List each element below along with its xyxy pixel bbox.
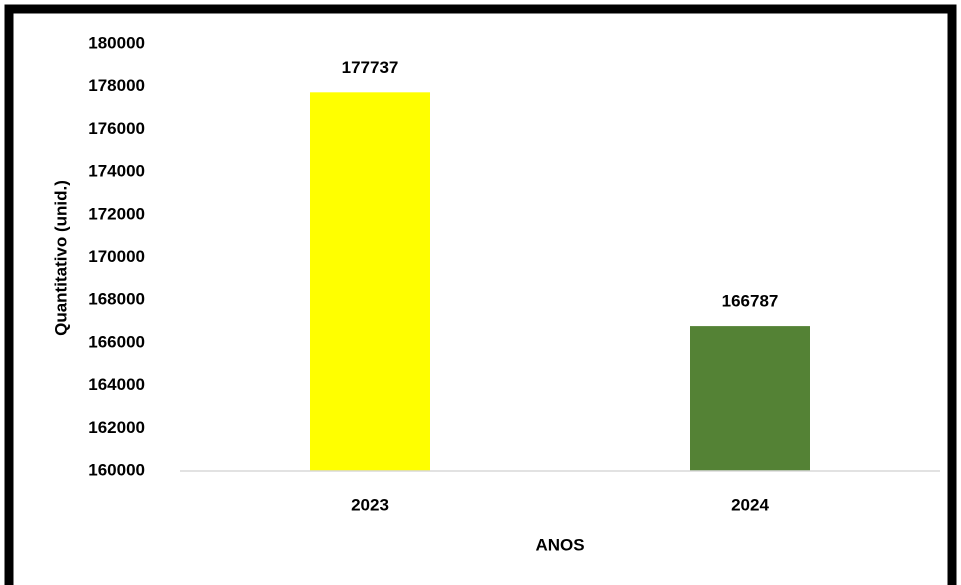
bar <box>310 92 430 471</box>
y-tick-label: 168000 <box>88 290 145 309</box>
y-tick-label: 172000 <box>88 204 145 223</box>
y-tick-label: 164000 <box>88 375 145 394</box>
y-tick-label: 180000 <box>88 33 145 52</box>
x-tick-label: 2023 <box>351 495 389 514</box>
x-tick-label: 2024 <box>731 495 769 514</box>
y-tick-label: 166000 <box>88 332 145 351</box>
y-axis-title: Quantitativo (unid.) <box>51 180 70 336</box>
y-tick-label: 178000 <box>88 76 145 95</box>
y-tick-label: 160000 <box>88 460 145 479</box>
y-tick-label: 162000 <box>88 418 145 437</box>
data-label: 166787 <box>722 292 779 311</box>
chart-frame <box>4 4 957 585</box>
x-axis-title: ANOS <box>535 535 584 554</box>
y-tick-label: 170000 <box>88 247 145 266</box>
y-tick-label: 174000 <box>88 162 145 181</box>
y-tick-label: 176000 <box>88 119 145 138</box>
data-label: 177737 <box>342 58 399 77</box>
bar <box>690 326 810 471</box>
